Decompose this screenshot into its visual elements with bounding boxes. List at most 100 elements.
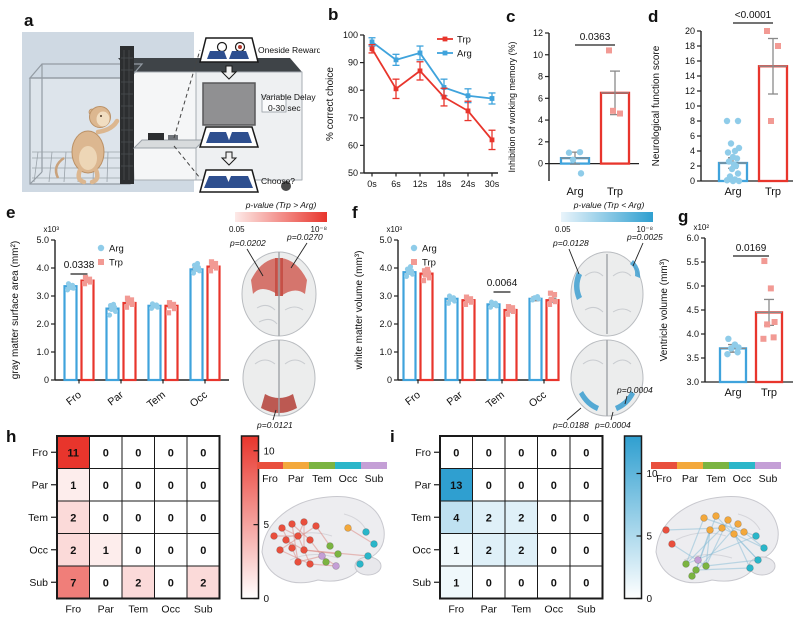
svg-text:0: 0: [486, 577, 492, 589]
svg-text:1: 1: [453, 577, 459, 589]
svg-text:2.0: 2.0: [36, 319, 49, 329]
annotation-line: [566, 407, 582, 421]
svg-text:1: 1: [453, 545, 459, 557]
colorbar-max: 10⁻⁸: [311, 225, 328, 234]
panel-letter-e: e: [6, 203, 16, 222]
svg-text:Arg: Arg: [724, 186, 741, 198]
panel-g-chart: 3.0 3.5 4.0 4.5 5.0 5.5 6.0 Arg Trp 0.0169 Ventric…: [653, 208, 800, 427]
svg-text:0: 0: [690, 176, 695, 186]
svg-text:1.0: 1.0: [36, 347, 49, 357]
step2-label-line1: Variable Delay: [261, 92, 316, 102]
legend-label-Occ: Occ: [339, 473, 358, 485]
legend-label-Par: Par: [288, 473, 305, 485]
svg-text:2: 2: [486, 545, 492, 557]
panel-letter-a: a: [24, 11, 34, 30]
svg-text:0: 0: [168, 447, 174, 459]
svg-text:Arg: Arg: [109, 244, 124, 255]
svg-text:6s: 6s: [391, 179, 401, 189]
colorbar-min: 0.05: [229, 225, 245, 234]
svg-text:Par: Par: [106, 389, 127, 409]
svg-text:80: 80: [348, 85, 358, 95]
svg-text:Trp: Trp: [761, 387, 777, 399]
svg-text:20: 20: [685, 26, 695, 36]
pvalue-colorbar: [561, 212, 653, 222]
panel-letter-h: h: [6, 427, 17, 446]
panel-b-chart: 50 60 70 80 90 100 0s 6s 12s 18s 24s 30s % correct c…: [320, 5, 505, 210]
svg-text:8: 8: [690, 116, 695, 126]
legend-swatch-Occ: [729, 462, 755, 469]
svg-text:14: 14: [685, 71, 695, 81]
panel-i-heatmap: 0 0 0 0 0 13 0 0 0 0 4 2 2 0 0 1 2 2 0 0 1 0 0 0 0 Fro Par Tem Occ Su…: [388, 428, 660, 633]
svg-text:Arg: Arg: [422, 244, 437, 255]
svg-text:2: 2: [70, 512, 76, 524]
svg-text:0: 0: [135, 480, 141, 492]
svg-text:0: 0: [518, 447, 524, 459]
svg-text:<0.0001: <0.0001: [735, 10, 772, 21]
brain-outline: [261, 496, 385, 584]
panel-c-chart-svg: 0 2 4 6 8 10 12 Arg Trp 0.0363 Inhibition of worki…: [507, 28, 639, 198]
legend-swatch-Tem: [309, 462, 335, 469]
mesh-divider: [120, 46, 134, 184]
svg-text:0: 0: [486, 480, 492, 492]
svg-text:Sub: Sub: [194, 604, 213, 616]
svg-text:24s: 24s: [461, 179, 476, 189]
svg-text:5: 5: [264, 520, 270, 531]
svg-text:0: 0: [453, 447, 459, 459]
brain-bottom-view: [242, 339, 316, 417]
svg-text:0: 0: [486, 447, 492, 459]
svg-text:0: 0: [518, 577, 524, 589]
panel-h-heatmap: 11 0 0 0 0 1 0 0 0 0 2 0 0 0 0 2 1 0 0 0 7 0 2 0 2 Fro Par Tem Occ Su…: [5, 428, 277, 633]
task-step-3: [199, 169, 259, 193]
arrow-down-icon: [220, 65, 238, 80]
pvalue-annotation: p=0.0128: [552, 238, 589, 248]
step2-label-line2: 0-30 sec: [268, 103, 301, 113]
brain-bottom-view: [570, 339, 644, 417]
svg-text:50: 50: [348, 168, 358, 178]
svg-text:2: 2: [486, 512, 492, 524]
svg-text:0: 0: [200, 545, 206, 557]
legend-label-Tem: Tem: [706, 473, 726, 485]
svg-text:Neurological function score: Neurological function score: [651, 45, 662, 166]
legend-label-Fro: Fro: [262, 473, 278, 485]
svg-text:0.0169: 0.0169: [736, 243, 767, 254]
svg-text:0: 0: [168, 545, 174, 557]
svg-text:6.0: 6.0: [686, 233, 699, 243]
svg-text:4.0: 4.0: [36, 263, 49, 273]
svg-text:0.0363: 0.0363: [580, 32, 611, 43]
pvalue-annotation: p=0.0202: [229, 238, 266, 248]
panel-letter-d: d: [648, 7, 659, 26]
pvalue-annotation: p=0.0188: [552, 420, 589, 430]
network-nodes: [270, 518, 378, 570]
step3-label: Choose?: [261, 176, 295, 186]
svg-text:Fro: Fro: [403, 389, 423, 408]
svg-text:Sub: Sub: [577, 604, 596, 616]
legend-swatch-Par: [283, 462, 309, 469]
svg-text:4.0: 4.0: [686, 329, 699, 339]
svg-text:0: 0: [647, 594, 653, 605]
svg-text:0: 0: [538, 159, 543, 169]
svg-text:Par: Par: [481, 604, 498, 616]
panel-i-network: Fro Par Tem Occ Sub: [651, 462, 781, 584]
svg-text:2: 2: [135, 577, 141, 589]
zoom-dashed-lines: [173, 49, 201, 179]
colorbar-max: 10⁻⁸: [637, 225, 654, 234]
legend-label-Fro: Fro: [656, 473, 672, 485]
pvalue-annotation: p=0.0270: [286, 232, 323, 242]
svg-text:Occ: Occ: [527, 389, 549, 410]
pvalue-annotation: p=0.0121: [256, 420, 293, 430]
svg-text:Sub: Sub: [29, 577, 48, 589]
svg-text:0: 0: [583, 577, 589, 589]
panel-letter-c: c: [506, 7, 516, 26]
svg-text:2: 2: [518, 545, 524, 557]
annotation-line: [624, 395, 628, 405]
svg-text:0: 0: [168, 577, 174, 589]
legend-swatch-Fro: [257, 462, 283, 469]
svg-text:0: 0: [103, 512, 109, 524]
svg-text:Fro: Fro: [448, 604, 464, 616]
svg-text:5.0: 5.0: [36, 235, 49, 245]
svg-text:0: 0: [583, 480, 589, 492]
svg-text:7: 7: [70, 577, 76, 589]
svg-text:Fro: Fro: [32, 447, 48, 459]
svg-text:0: 0: [583, 512, 589, 524]
panel-e-chart: 0 1.0 2.0 3.0 4.0 5.0 Fro Par Tem Occ Arg Trp 0.0338…: [5, 208, 233, 427]
